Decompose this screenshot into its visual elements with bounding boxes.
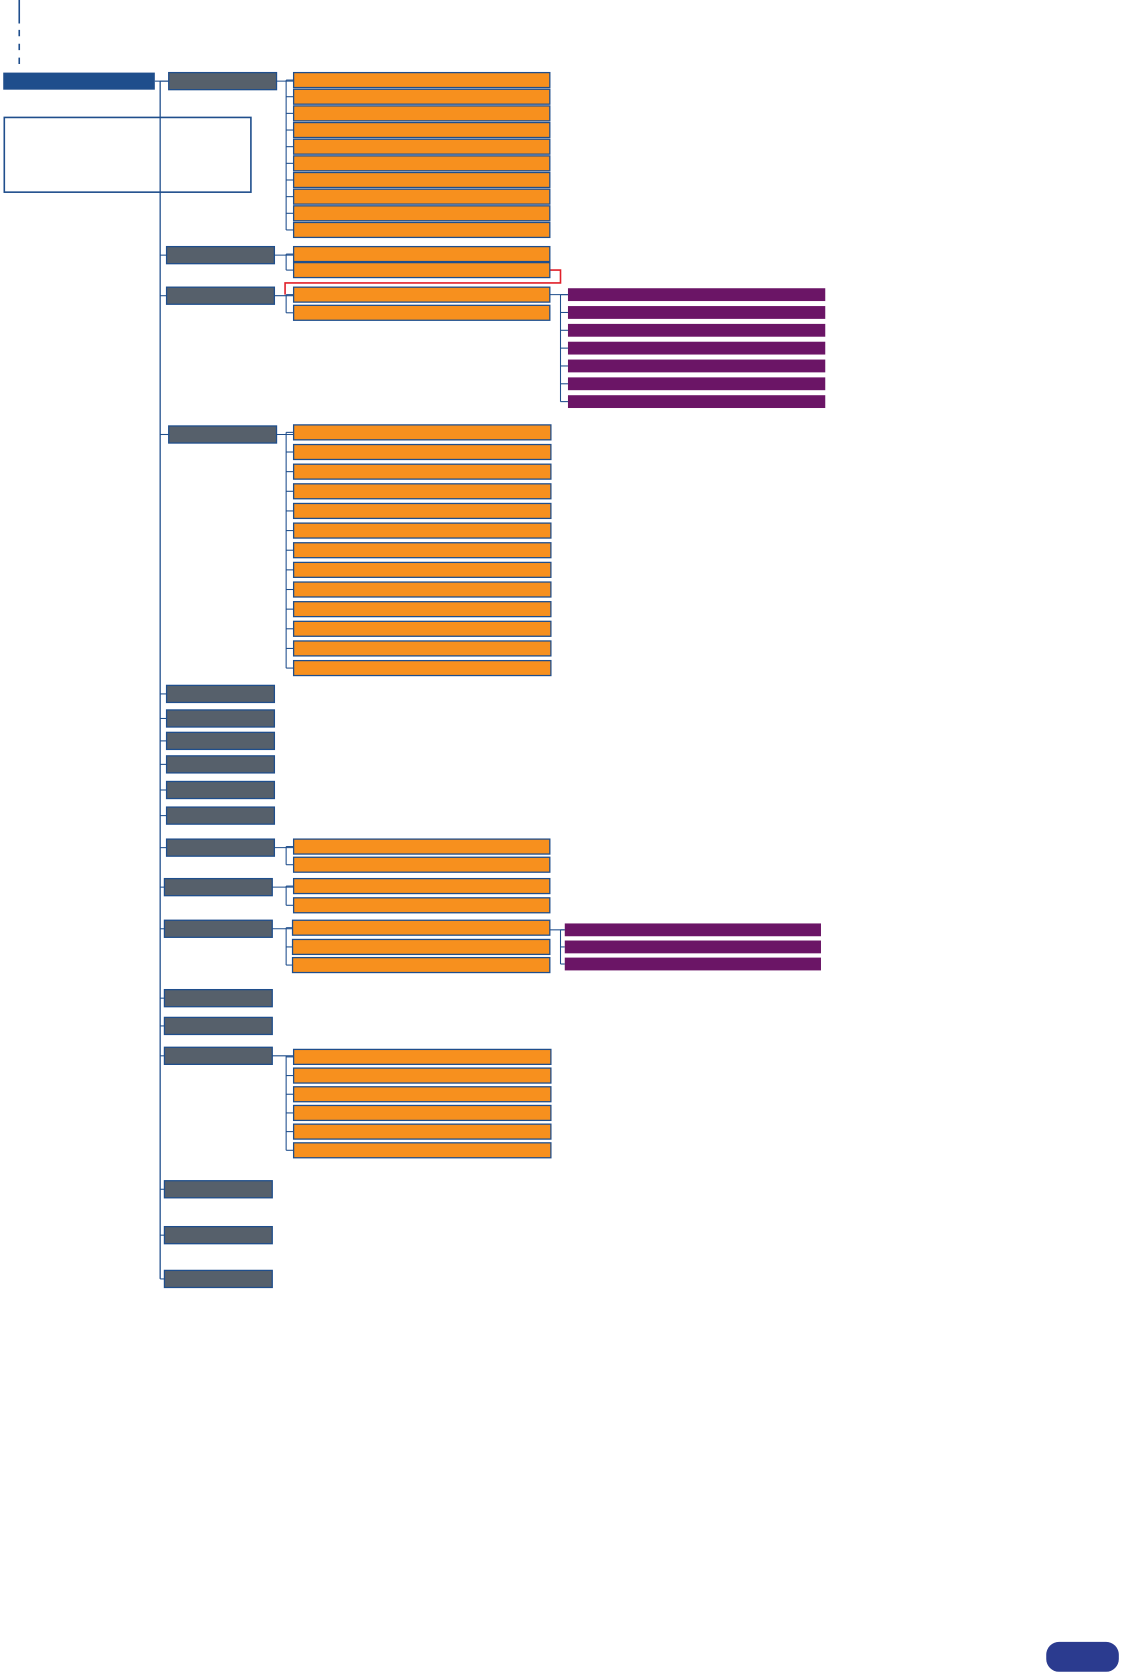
item-box	[292, 245, 551, 263]
page-tab	[1046, 1641, 1119, 1672]
sub-item-box	[567, 306, 826, 319]
sub-item-box	[564, 957, 821, 971]
item-box	[292, 105, 551, 122]
item-box	[292, 443, 552, 461]
sub-item-box	[567, 395, 826, 409]
sub-item-box	[567, 377, 826, 391]
item-box	[291, 938, 551, 956]
item-box	[292, 286, 551, 303]
item-box	[291, 956, 551, 974]
section-box	[163, 988, 273, 1008]
item-box	[292, 502, 552, 520]
item-box	[292, 620, 552, 637]
section-box	[163, 919, 273, 938]
sub-item-box	[567, 323, 826, 337]
item-box	[292, 838, 551, 855]
section-box	[165, 245, 276, 265]
section-box	[165, 780, 276, 800]
item-box	[292, 155, 551, 172]
item-box	[292, 601, 552, 618]
item-box	[292, 261, 551, 279]
item-box	[292, 221, 551, 239]
section-box	[165, 806, 276, 825]
section-box	[165, 731, 276, 751]
item-box	[292, 463, 552, 480]
section-box	[165, 755, 276, 774]
section-box	[163, 1016, 273, 1036]
section-box	[163, 1269, 273, 1289]
item-box	[292, 1142, 552, 1159]
item-box	[292, 659, 552, 677]
sub-item-box	[564, 940, 821, 954]
item-box	[292, 1086, 552, 1103]
item-box	[292, 304, 551, 321]
sub-item-box	[567, 288, 826, 302]
section-box	[165, 286, 276, 305]
item-box	[292, 1067, 552, 1084]
item-box	[292, 581, 552, 598]
item-box	[291, 919, 551, 936]
item-box	[292, 424, 552, 441]
item-box	[292, 561, 552, 578]
item-box	[292, 171, 551, 189]
sub-item-box	[564, 923, 821, 937]
section-box	[168, 425, 278, 444]
item-box	[292, 877, 551, 895]
item-box	[292, 71, 551, 89]
section-box	[163, 1180, 273, 1199]
item-box	[292, 856, 551, 873]
item-box	[292, 1048, 552, 1065]
section-box	[163, 877, 273, 897]
section-box	[163, 1225, 273, 1245]
item-box	[292, 188, 551, 205]
item-box	[292, 88, 551, 105]
item-box	[292, 1104, 552, 1122]
section-box	[165, 684, 276, 704]
note-box	[3, 116, 252, 193]
item-box	[292, 121, 551, 139]
root-box	[3, 72, 155, 90]
item-box	[292, 542, 552, 559]
section-box	[163, 1046, 273, 1065]
item-box	[292, 138, 551, 155]
sub-item-box	[567, 359, 826, 373]
item-box	[292, 640, 552, 657]
sub-item-box	[567, 341, 826, 355]
item-box	[292, 1123, 552, 1140]
highlight-connector	[284, 269, 562, 295]
section-box	[165, 709, 276, 728]
item-box	[292, 205, 551, 222]
section-box	[168, 71, 278, 91]
section-box	[165, 838, 276, 857]
item-box	[292, 897, 551, 914]
item-box	[292, 483, 552, 500]
item-box	[292, 522, 552, 539]
